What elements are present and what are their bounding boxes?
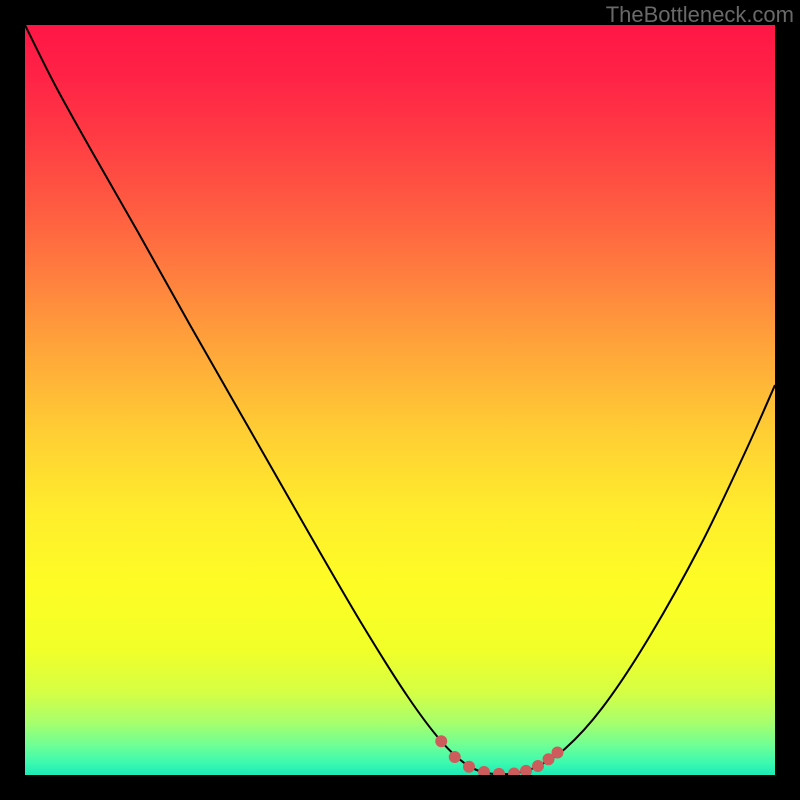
sweet-spot-marker xyxy=(436,736,447,747)
sweet-spot-marker xyxy=(552,747,563,758)
watermark-text: TheBottleneck.com xyxy=(606,2,794,28)
sweet-spot-marker xyxy=(449,752,460,763)
plot-area xyxy=(25,25,775,775)
sweet-spot-marker xyxy=(509,768,520,775)
bottleneck-curve-line xyxy=(25,25,775,774)
sweet-spot-marker xyxy=(521,765,532,775)
sweet-spot-marker xyxy=(464,761,475,772)
sweet-spot-markers xyxy=(436,736,563,775)
sweet-spot-marker xyxy=(494,768,505,775)
chart-frame: TheBottleneck.com xyxy=(0,0,800,800)
sweet-spot-marker xyxy=(479,767,490,776)
sweet-spot-marker xyxy=(533,761,544,772)
bottleneck-curve-svg xyxy=(25,25,775,775)
